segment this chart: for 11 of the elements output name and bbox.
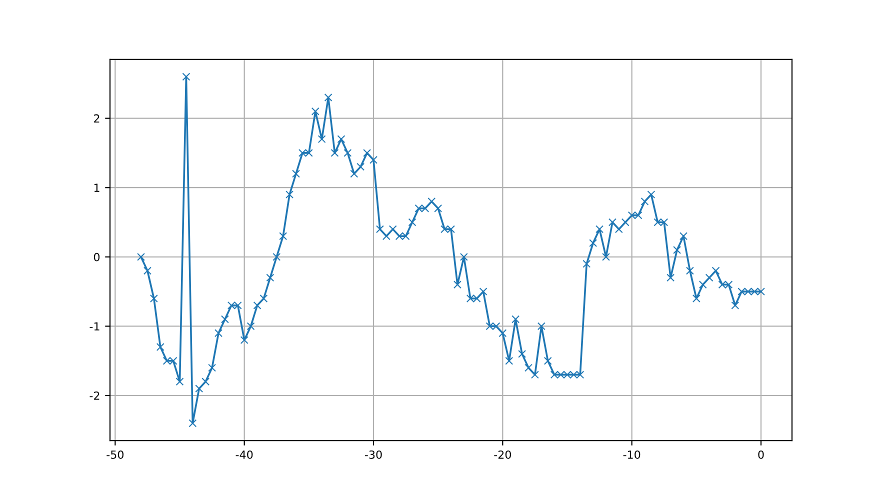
x-tick-label: -10 <box>623 450 640 459</box>
x-tick-label: -30 <box>364 450 382 459</box>
y-tick-label: 0 <box>94 252 100 262</box>
x-tick-label: -50 <box>106 450 124 459</box>
y-tick-label: 2 <box>94 114 100 123</box>
y-tick-label: -1 <box>90 322 100 330</box>
x-tick-label: -40 <box>236 450 253 459</box>
x-tick-label: 0 <box>758 450 764 459</box>
y-tick-label: 1 <box>94 184 100 192</box>
x-tick-label: -20 <box>494 450 512 459</box>
y-tick-label: -2 <box>90 391 100 400</box>
